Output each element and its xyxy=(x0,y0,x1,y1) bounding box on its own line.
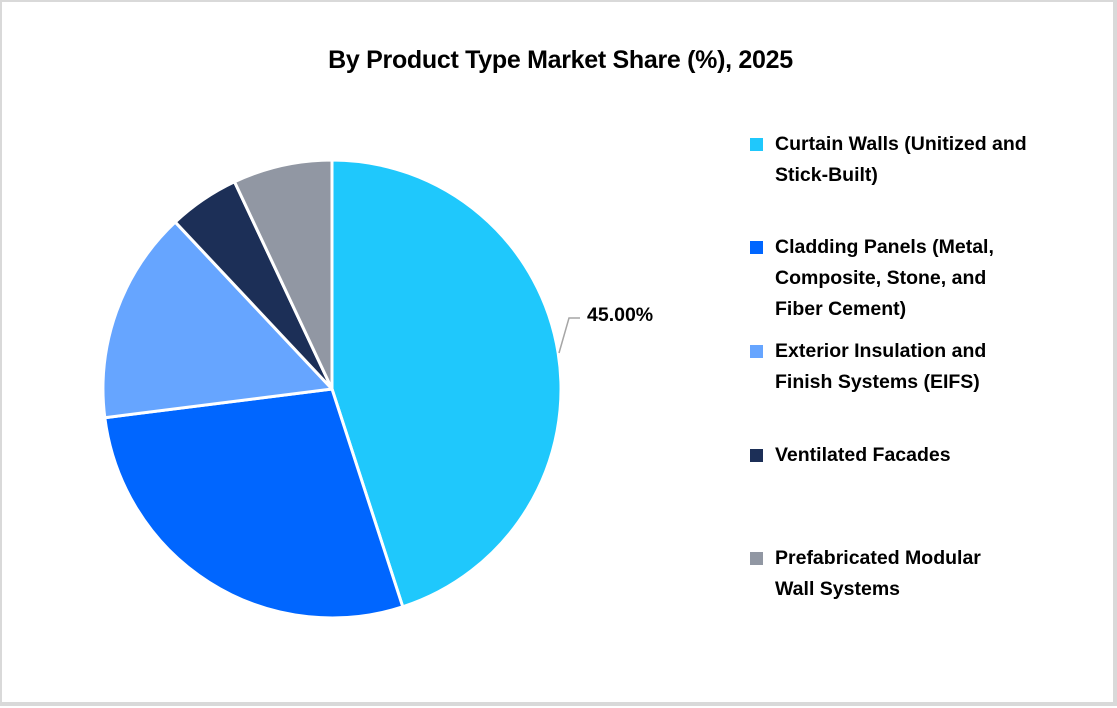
pie-slice xyxy=(232,158,334,391)
chart-title: By Product Type Market Share (%), 2025 xyxy=(328,46,793,74)
legend-swatch xyxy=(750,449,763,462)
pie-slice xyxy=(103,387,405,620)
legend-item-prefabricated-modular: Prefabricated Modular Wall Systems xyxy=(750,546,1090,605)
legend-item-ventilated-facades: Ventilated Facades xyxy=(750,443,1090,471)
legend-label: Prefabricated Modular Wall Systems xyxy=(775,547,981,600)
legend-label: Curtain Walls (Unitized and Stick-Built) xyxy=(775,133,1027,186)
legend-swatch xyxy=(750,552,763,565)
leader-line xyxy=(558,317,580,354)
legend-label: Cladding Panels (Metal, Composite, Stone,… xyxy=(775,236,994,320)
legend-swatch xyxy=(750,241,763,254)
legend-label: Ventilated Facades xyxy=(775,444,951,466)
legend-label: Exterior Insulation and Finish Systems (E… xyxy=(775,340,987,393)
legend-item-curtain-walls: Curtain Walls (Unitized and Stick-Built) xyxy=(750,132,1090,191)
data-label-curtain-walls: 45.00% xyxy=(587,304,654,326)
legend-swatch xyxy=(750,138,763,151)
legend-item-eifs: Exterior Insulation and Finish Systems (E… xyxy=(750,339,1090,398)
pie-slice xyxy=(330,158,563,609)
legend-swatch xyxy=(750,345,763,358)
legend-item-cladding-panels: Cladding Panels (Metal, Composite, Stone,… xyxy=(750,235,1090,325)
pie-slices xyxy=(101,158,563,620)
pie-slice xyxy=(101,220,334,420)
